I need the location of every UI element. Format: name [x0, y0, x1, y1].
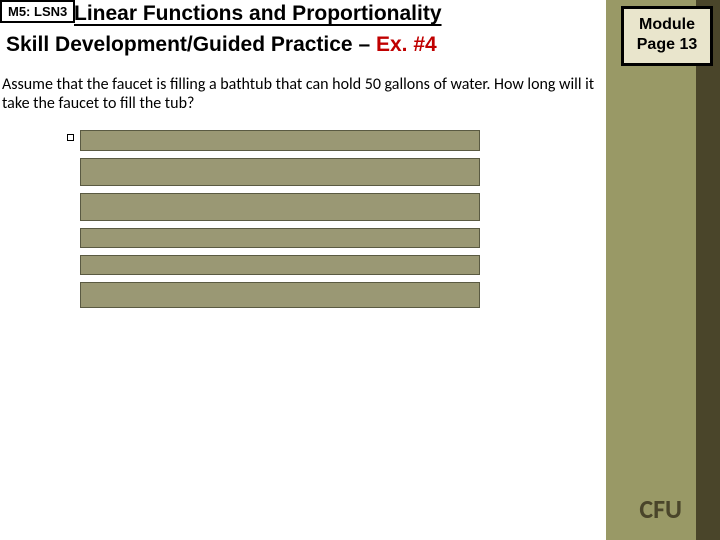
bullet-square-icon — [67, 134, 74, 141]
right-dark-strip — [696, 0, 720, 540]
answer-block-4 — [80, 228, 480, 248]
sub-title-red: Ex. #4 — [376, 33, 437, 56]
answer-block-6 — [80, 282, 480, 308]
question-text: Assume that the faucet is filling a bath… — [2, 75, 602, 113]
module-page-box: Module Page 13 — [621, 6, 713, 66]
right-olive-strip — [606, 0, 696, 540]
answer-block-5 — [80, 255, 480, 275]
sub-title: Skill Development/Guided Practice – Ex. … — [6, 33, 437, 57]
slide-container: M5: LSN3 Module Page 13 Linear Functions… — [0, 0, 720, 540]
answer-blocks-area — [80, 130, 480, 315]
lesson-code-box: M5: LSN3 — [0, 0, 75, 23]
answer-block-1 — [80, 130, 480, 151]
main-title: Linear Functions and Proportionality — [74, 2, 442, 26]
module-label-line2: Page 13 — [628, 35, 706, 55]
sub-title-black: Skill Development/Guided Practice – — [6, 33, 376, 56]
cfu-label: CFU — [639, 493, 682, 525]
answer-block-2 — [80, 158, 480, 186]
lesson-code-text: M5: LSN3 — [8, 4, 67, 19]
module-label-line1: Module — [628, 15, 706, 35]
answer-block-3 — [80, 193, 480, 221]
